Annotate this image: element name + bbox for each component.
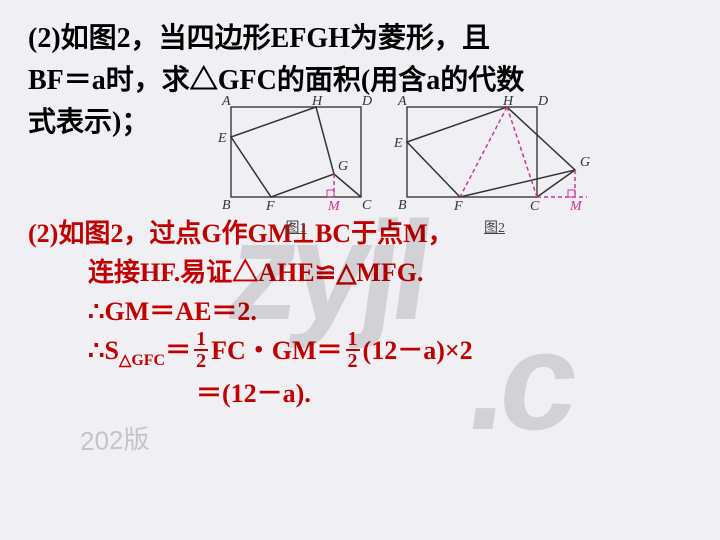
svg-text:H: H — [502, 94, 514, 109]
svg-text:E: E — [393, 136, 403, 151]
svg-text:D: D — [361, 94, 372, 109]
figure-1-svg: A D B C E F H G M — [216, 92, 376, 212]
svg-text:F: F — [453, 199, 463, 212]
answer-line-4: ∴S△GFC＝12FC・GM＝12(12－a)×2 — [88, 331, 692, 374]
figure-1: A D B C E F H G M 图1 — [216, 92, 376, 237]
svg-text:C: C — [530, 199, 540, 212]
svg-text:E: E — [217, 131, 227, 146]
svg-text:G: G — [580, 155, 590, 170]
figure-1-label: 图1 — [216, 217, 376, 237]
svg-text:M: M — [327, 199, 341, 212]
figure-2-label: 图2 — [392, 217, 597, 237]
svg-text:A: A — [397, 94, 407, 109]
answer-line-5: ＝(12－a). — [196, 374, 692, 413]
figure-2: A D B C E F H G M 图2 — [392, 92, 597, 237]
svg-text:C: C — [362, 198, 372, 212]
question-line-1: (2)如图2，当四边形EFGH为菱形，且 — [28, 18, 692, 60]
svg-text:F: F — [265, 199, 275, 212]
svg-text:B: B — [222, 198, 231, 212]
answer-line-3: ∴GM＝AE＝2. — [88, 292, 692, 331]
svg-text:D: D — [537, 94, 548, 109]
answer-line-2: 连接HF.易证△AHE≌△MFG. — [88, 253, 692, 292]
svg-text:G: G — [338, 159, 348, 174]
svg-text:B: B — [398, 198, 407, 212]
svg-text:A: A — [221, 94, 231, 109]
figure-2-svg: A D B C E F H G M — [392, 92, 597, 212]
svg-text:H: H — [311, 94, 323, 109]
watermark-small: 202版 — [79, 419, 150, 458]
figures-container: A D B C E F H G M 图1 — [210, 92, 603, 237]
svg-text:M: M — [569, 199, 583, 212]
